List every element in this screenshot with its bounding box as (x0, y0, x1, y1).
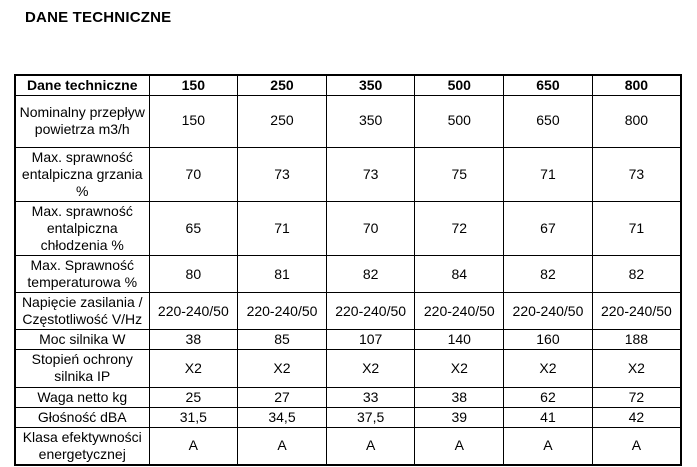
data-cell: X2 (325, 349, 416, 388)
data-cell: 650 (503, 94, 593, 148)
data-cell: 220-240/50 (414, 292, 505, 331)
column-header: 500 (414, 74, 505, 96)
data-cell: 71 (503, 146, 593, 202)
data-cell: 70 (148, 146, 239, 202)
data-cell: 500 (414, 94, 505, 148)
data-cell: 80 (148, 254, 239, 294)
data-cell: X2 (414, 349, 505, 388)
data-cell: 220-240/50 (148, 292, 239, 331)
data-cell: X2 (503, 349, 593, 388)
column-header: 250 (237, 74, 327, 96)
data-cell: 73 (591, 146, 682, 202)
data-cell: A (414, 426, 505, 466)
row-label: Klasa efektywności energetycznej (14, 426, 150, 466)
table-row: Max. sprawność entalpiczna grzania % 70 73… (14, 146, 682, 202)
data-cell: 150 (148, 94, 239, 148)
data-cell: 72 (414, 200, 505, 256)
data-cell: 38 (414, 386, 505, 408)
data-cell: A (237, 426, 327, 466)
data-cell: 84 (414, 254, 505, 294)
data-cell: 140 (414, 329, 505, 351)
data-cell: 67 (503, 200, 593, 256)
table-row: Waga netto kg 25 27 33 38 62 72 (14, 386, 682, 408)
data-cell: 250 (237, 94, 327, 148)
data-cell: 73 (237, 146, 327, 202)
data-cell: 71 (591, 200, 682, 256)
data-cell: X2 (591, 349, 682, 388)
table-row: Max. sprawność entalpiczna chłodzenia % 6… (14, 200, 682, 256)
data-cell: 82 (591, 254, 682, 294)
table-row: Max. Sprawność temperaturowa % 80 81 82 84 82… (14, 254, 682, 294)
table-row: Nominalny przepływ powietrza m3/h 150 250 3… (14, 94, 682, 148)
data-cell: X2 (237, 349, 327, 388)
row-label: Stopień ochrony silnika IP (14, 349, 150, 388)
data-cell: A (591, 426, 682, 466)
data-cell: 82 (503, 254, 593, 294)
row-label: Waga netto kg (14, 386, 150, 408)
data-cell: 38 (148, 329, 239, 351)
table-row: Klasa efektywności energetycznej A A A A A A (14, 426, 682, 466)
data-cell: 41 (503, 406, 593, 428)
table-row: Głośność dBA 31,5 34,5 37,5 39 41 42 (14, 406, 682, 428)
table-row: Napięcie zasilania / Częstotliwość V/Hz 2… (14, 292, 682, 331)
data-cell: 31,5 (148, 406, 239, 428)
data-cell: 220-240/50 (591, 292, 682, 331)
data-cell: 81 (237, 254, 327, 294)
data-cell: 34,5 (237, 406, 327, 428)
row-label: Max. sprawność entalpiczna grzania % (14, 146, 150, 202)
data-cell: 70 (325, 200, 416, 256)
row-label: Napięcie zasilania / Częstotliwość V/Hz (14, 292, 150, 331)
column-header: 150 (148, 74, 239, 96)
data-cell: 800 (591, 94, 682, 148)
data-cell: A (325, 426, 416, 466)
column-header: 800 (591, 74, 682, 96)
technical-data-table: Dane techniczne 150 250 350 500 650 800 Nomina… (14, 74, 682, 466)
data-cell: 27 (237, 386, 327, 408)
data-cell: 160 (503, 329, 593, 351)
row-label: Nominalny przepływ powietrza m3/h (14, 94, 150, 148)
table-body: Nominalny przepływ powietrza m3/h 150 250 3… (14, 94, 682, 466)
table-row: Stopień ochrony silnika IP X2 X2 X2 X2 X2 X2 (14, 349, 682, 388)
row-label: Głośność dBA (14, 406, 150, 428)
data-cell: 107 (325, 329, 416, 351)
data-cell: 75 (414, 146, 505, 202)
data-cell: X2 (148, 349, 239, 388)
data-cell: 73 (325, 146, 416, 202)
corner-header: Dane techniczne (14, 74, 150, 96)
data-cell: 25 (148, 386, 239, 408)
data-cell: 62 (503, 386, 593, 408)
data-cell: 82 (325, 254, 416, 294)
data-cell: 37,5 (325, 406, 416, 428)
column-header: 650 (503, 74, 593, 96)
data-cell: 72 (591, 386, 682, 408)
data-cell: 42 (591, 406, 682, 428)
header-row: Dane techniczne 150 250 350 500 650 800 (14, 74, 682, 96)
data-cell: 71 (237, 200, 327, 256)
data-cell: 220-240/50 (237, 292, 327, 331)
data-cell: 33 (325, 386, 416, 408)
row-label: Max. sprawność entalpiczna chłodzenia % (14, 200, 150, 256)
table-row: Moc silnika W 38 85 107 140 160 188 (14, 329, 682, 351)
data-cell: 85 (237, 329, 327, 351)
data-cell: 220-240/50 (503, 292, 593, 331)
data-cell: 65 (148, 200, 239, 256)
row-label: Moc silnika W (14, 329, 150, 351)
page-title: DANE TECHNICZNE (25, 9, 172, 26)
data-cell: 188 (591, 329, 682, 351)
data-cell: A (503, 426, 593, 466)
data-cell: A (148, 426, 239, 466)
data-cell: 39 (414, 406, 505, 428)
data-cell: 350 (325, 94, 416, 148)
data-cell: 220-240/50 (325, 292, 416, 331)
column-header: 350 (325, 74, 416, 96)
row-label: Max. Sprawność temperaturowa % (14, 254, 150, 294)
